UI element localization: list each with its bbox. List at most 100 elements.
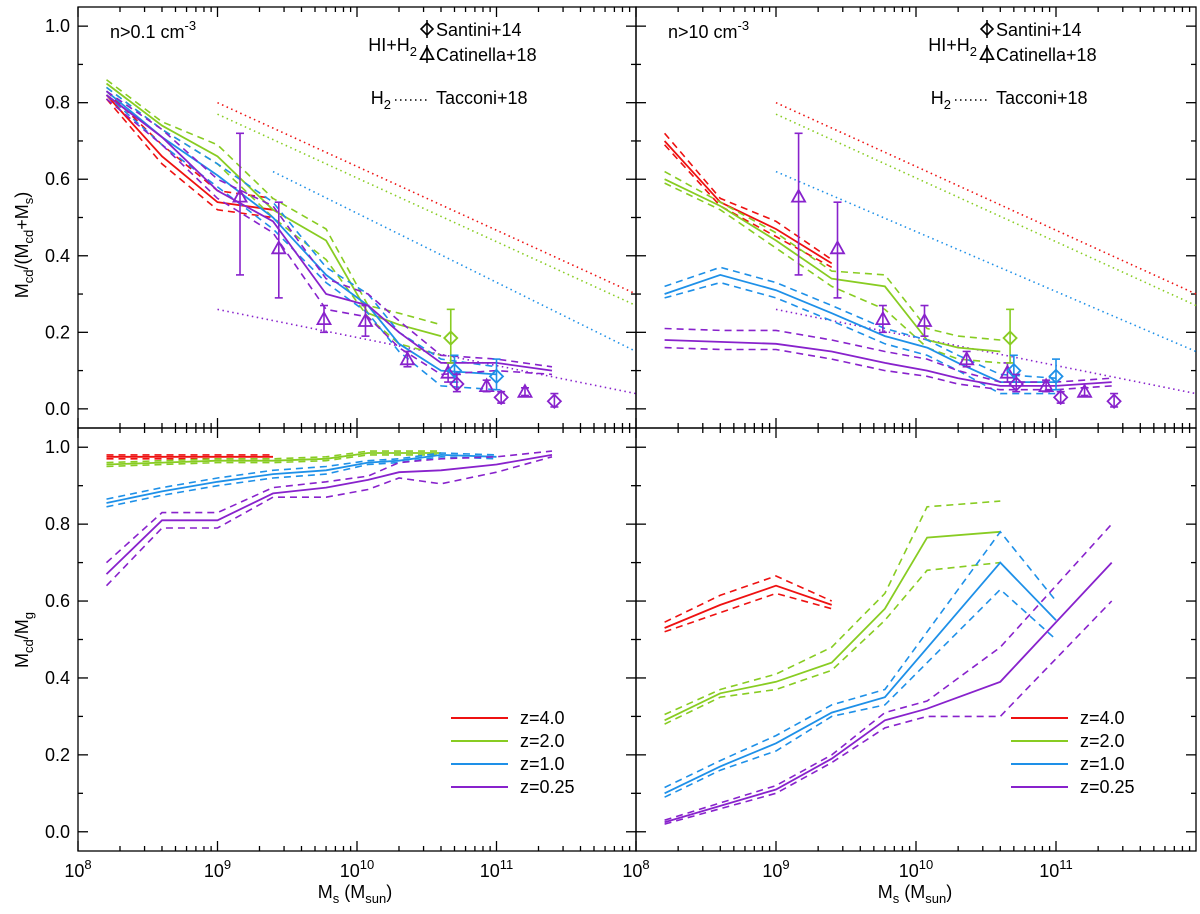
top-left-legend-catinella-label: Catinella+18 <box>436 45 537 65</box>
bottom-right-series-z025-median <box>664 561 1113 824</box>
top-right-santini-point <box>1052 389 1069 406</box>
bottom-left-series-z025-median <box>105 454 553 575</box>
top-right-tacconi-z1 <box>775 170 1197 353</box>
bottom-right-xtick-label: 109 <box>762 857 789 881</box>
top-left-legend-tacconi-label: Tacconi+18 <box>436 88 528 108</box>
top-right-series-z025-upper <box>664 327 1112 383</box>
top-right-tacconi-z4 <box>775 101 1197 295</box>
top-right-series-z025-lower <box>664 346 1112 391</box>
top-right-catinella-point <box>874 310 891 326</box>
top-left-catinella-point <box>315 310 333 326</box>
bottom-right-series-z2-upper <box>664 500 1001 716</box>
top-left-tacconi-z025 <box>217 308 637 395</box>
top-left-catinella-point <box>357 312 374 327</box>
bottom-right-xtick-label: 108 <box>622 857 649 881</box>
top-left-ytick-label: 0.0 <box>45 399 70 419</box>
bottom-left-series-z2-median <box>106 452 441 466</box>
top-right-series-z2-upper <box>664 170 1001 341</box>
top-right-legend-tacconi-label: Tacconi+18 <box>996 88 1088 108</box>
right-x-axis-label: Ms (Msun) <box>878 882 952 906</box>
top-left-tacconi-z2 <box>217 113 637 307</box>
top-left-series-z2-lower <box>106 86 442 357</box>
top-right-series-z1-upper <box>664 266 1057 379</box>
top-left-santini-point <box>488 368 505 385</box>
bottom-right-series-z1-lower <box>664 588 1057 798</box>
bottom-left-xtick-label: 109 <box>204 857 231 881</box>
bottom-right-series-z2-median <box>664 530 1001 722</box>
top-left-series-z025-median <box>105 94 553 372</box>
top-left-legend-hi-h2-label: HI+H2 <box>368 35 417 59</box>
top-left-ytick-label: 0.2 <box>45 322 70 342</box>
top-right-catinella-point <box>916 312 933 327</box>
bottom-left-xtick-label: 1010 <box>340 857 375 881</box>
top-left-series-z2-upper <box>106 79 442 326</box>
top-right-catinella-point <box>790 188 807 203</box>
top-left-catinella-point <box>231 188 249 203</box>
bottom-right-series-z4-upper <box>664 575 833 623</box>
bottom-left-legend-label-z025: z=0.25 <box>520 777 575 797</box>
top-left-catinella-point <box>270 239 287 255</box>
bottom-left-series-z2-lower <box>106 454 441 468</box>
top-right-legend-catinella-label: Catinella+18 <box>996 45 1097 65</box>
bottom-left-xtick-label: 108 <box>64 857 91 881</box>
bottom-left-series-z1-upper <box>106 452 497 500</box>
top-left-santini-point <box>449 376 465 392</box>
panel-bottom-left: 0.0 0.2 0.4 0.6 0.8 1.0 108 109 1010 1011 z=4.0 z=2… <box>45 427 637 881</box>
top-right-series-z1-median <box>664 273 1056 383</box>
bottom-y-axis-label: Mcd/Mg <box>12 612 36 668</box>
top-left-catinella-point <box>516 383 534 398</box>
top-left-tacconi-z4 <box>217 101 637 295</box>
top-left-legend-h2-label: H2 <box>371 88 391 112</box>
panel-top-right: n>10 cm-3 HI+H2 Santini+14 Catinella+18 H2 Ta… <box>635 6 1197 429</box>
top-right-santini-point <box>1002 330 1018 346</box>
top-right-catinella-point <box>1038 377 1055 392</box>
top-right-catinella-point <box>1076 383 1093 398</box>
top-right-legend-hi-h2-label: HI+H2 <box>928 35 977 59</box>
top-right-series-z025-median <box>664 339 1112 387</box>
bottom-right-legend-label-z2: z=2.0 <box>1080 731 1125 751</box>
top-left-catinella-point <box>440 364 457 379</box>
bottom-left-series-z025-upper <box>105 450 553 564</box>
top-left-series-z025-lower <box>105 98 553 376</box>
top-right-series-z1-lower <box>664 281 1056 395</box>
bottom-right-series-z025-upper <box>664 523 1113 821</box>
bottom-left-ytick-label: 0.6 <box>45 591 70 611</box>
panel-top-left: 0.0 0.2 0.4 0.6 0.8 1.0 n>0.1 cm-3 HI+H2 Santini… <box>45 6 637 429</box>
top-left-santini-point <box>442 330 459 346</box>
top-left-title: n>0.1 cm-3 <box>110 18 196 42</box>
top-right-tacconi-z2 <box>775 113 1197 307</box>
top-left-series-z1-median <box>105 90 497 376</box>
top-left-santini-point <box>446 362 463 379</box>
top-left-frame <box>77 6 637 429</box>
bottom-left-legend-label-z2: z=2.0 <box>520 731 565 751</box>
top-right-series-z2-lower <box>664 182 1001 364</box>
top-left-series-z1-lower <box>105 94 497 391</box>
top-right-series-z4-lower <box>664 144 833 269</box>
top-left-ytick-label: 1.0 <box>45 16 70 36</box>
top-left-series-z4-lower <box>105 98 274 219</box>
top-right-series-z2-median <box>664 178 1001 353</box>
bottom-left-ytick-label: 0.2 <box>45 745 70 765</box>
top-right-series-z4-median <box>663 140 833 265</box>
bottom-right-series-z1-median <box>664 561 1057 795</box>
bottom-right-legend-label-z4: z=4.0 <box>1080 708 1125 728</box>
top-right-santini-point <box>1106 393 1122 409</box>
top-right-legend-h2-label: H2 <box>931 88 951 112</box>
top-right-tacconi-z025 <box>775 308 1197 395</box>
top-left-santini-point <box>493 389 509 406</box>
bottom-left-legend-label-z4: z=4.0 <box>520 708 565 728</box>
bottom-right-series-z2-lower <box>664 561 1001 725</box>
bottom-right-xtick-label: 1010 <box>899 857 934 881</box>
bottom-left-ytick-label: 0.8 <box>45 514 70 534</box>
top-right-title: n>10 cm-3 <box>668 18 749 42</box>
bottom-left-series-z2-upper <box>106 450 441 464</box>
top-y-axis-label: Mcd/(Mcd+Ms) <box>12 192 36 298</box>
bottom-right-xtick-label: 1011 <box>1039 857 1073 881</box>
top-left-series-z025-upper <box>106 90 553 368</box>
top-left-series-z4-upper <box>105 90 274 200</box>
top-left-santini-point <box>546 393 563 409</box>
bottom-left-ytick-label: 0.0 <box>45 822 70 842</box>
top-right-santini-point <box>1006 362 1022 379</box>
bottom-right-series-z025-lower <box>664 600 1113 825</box>
